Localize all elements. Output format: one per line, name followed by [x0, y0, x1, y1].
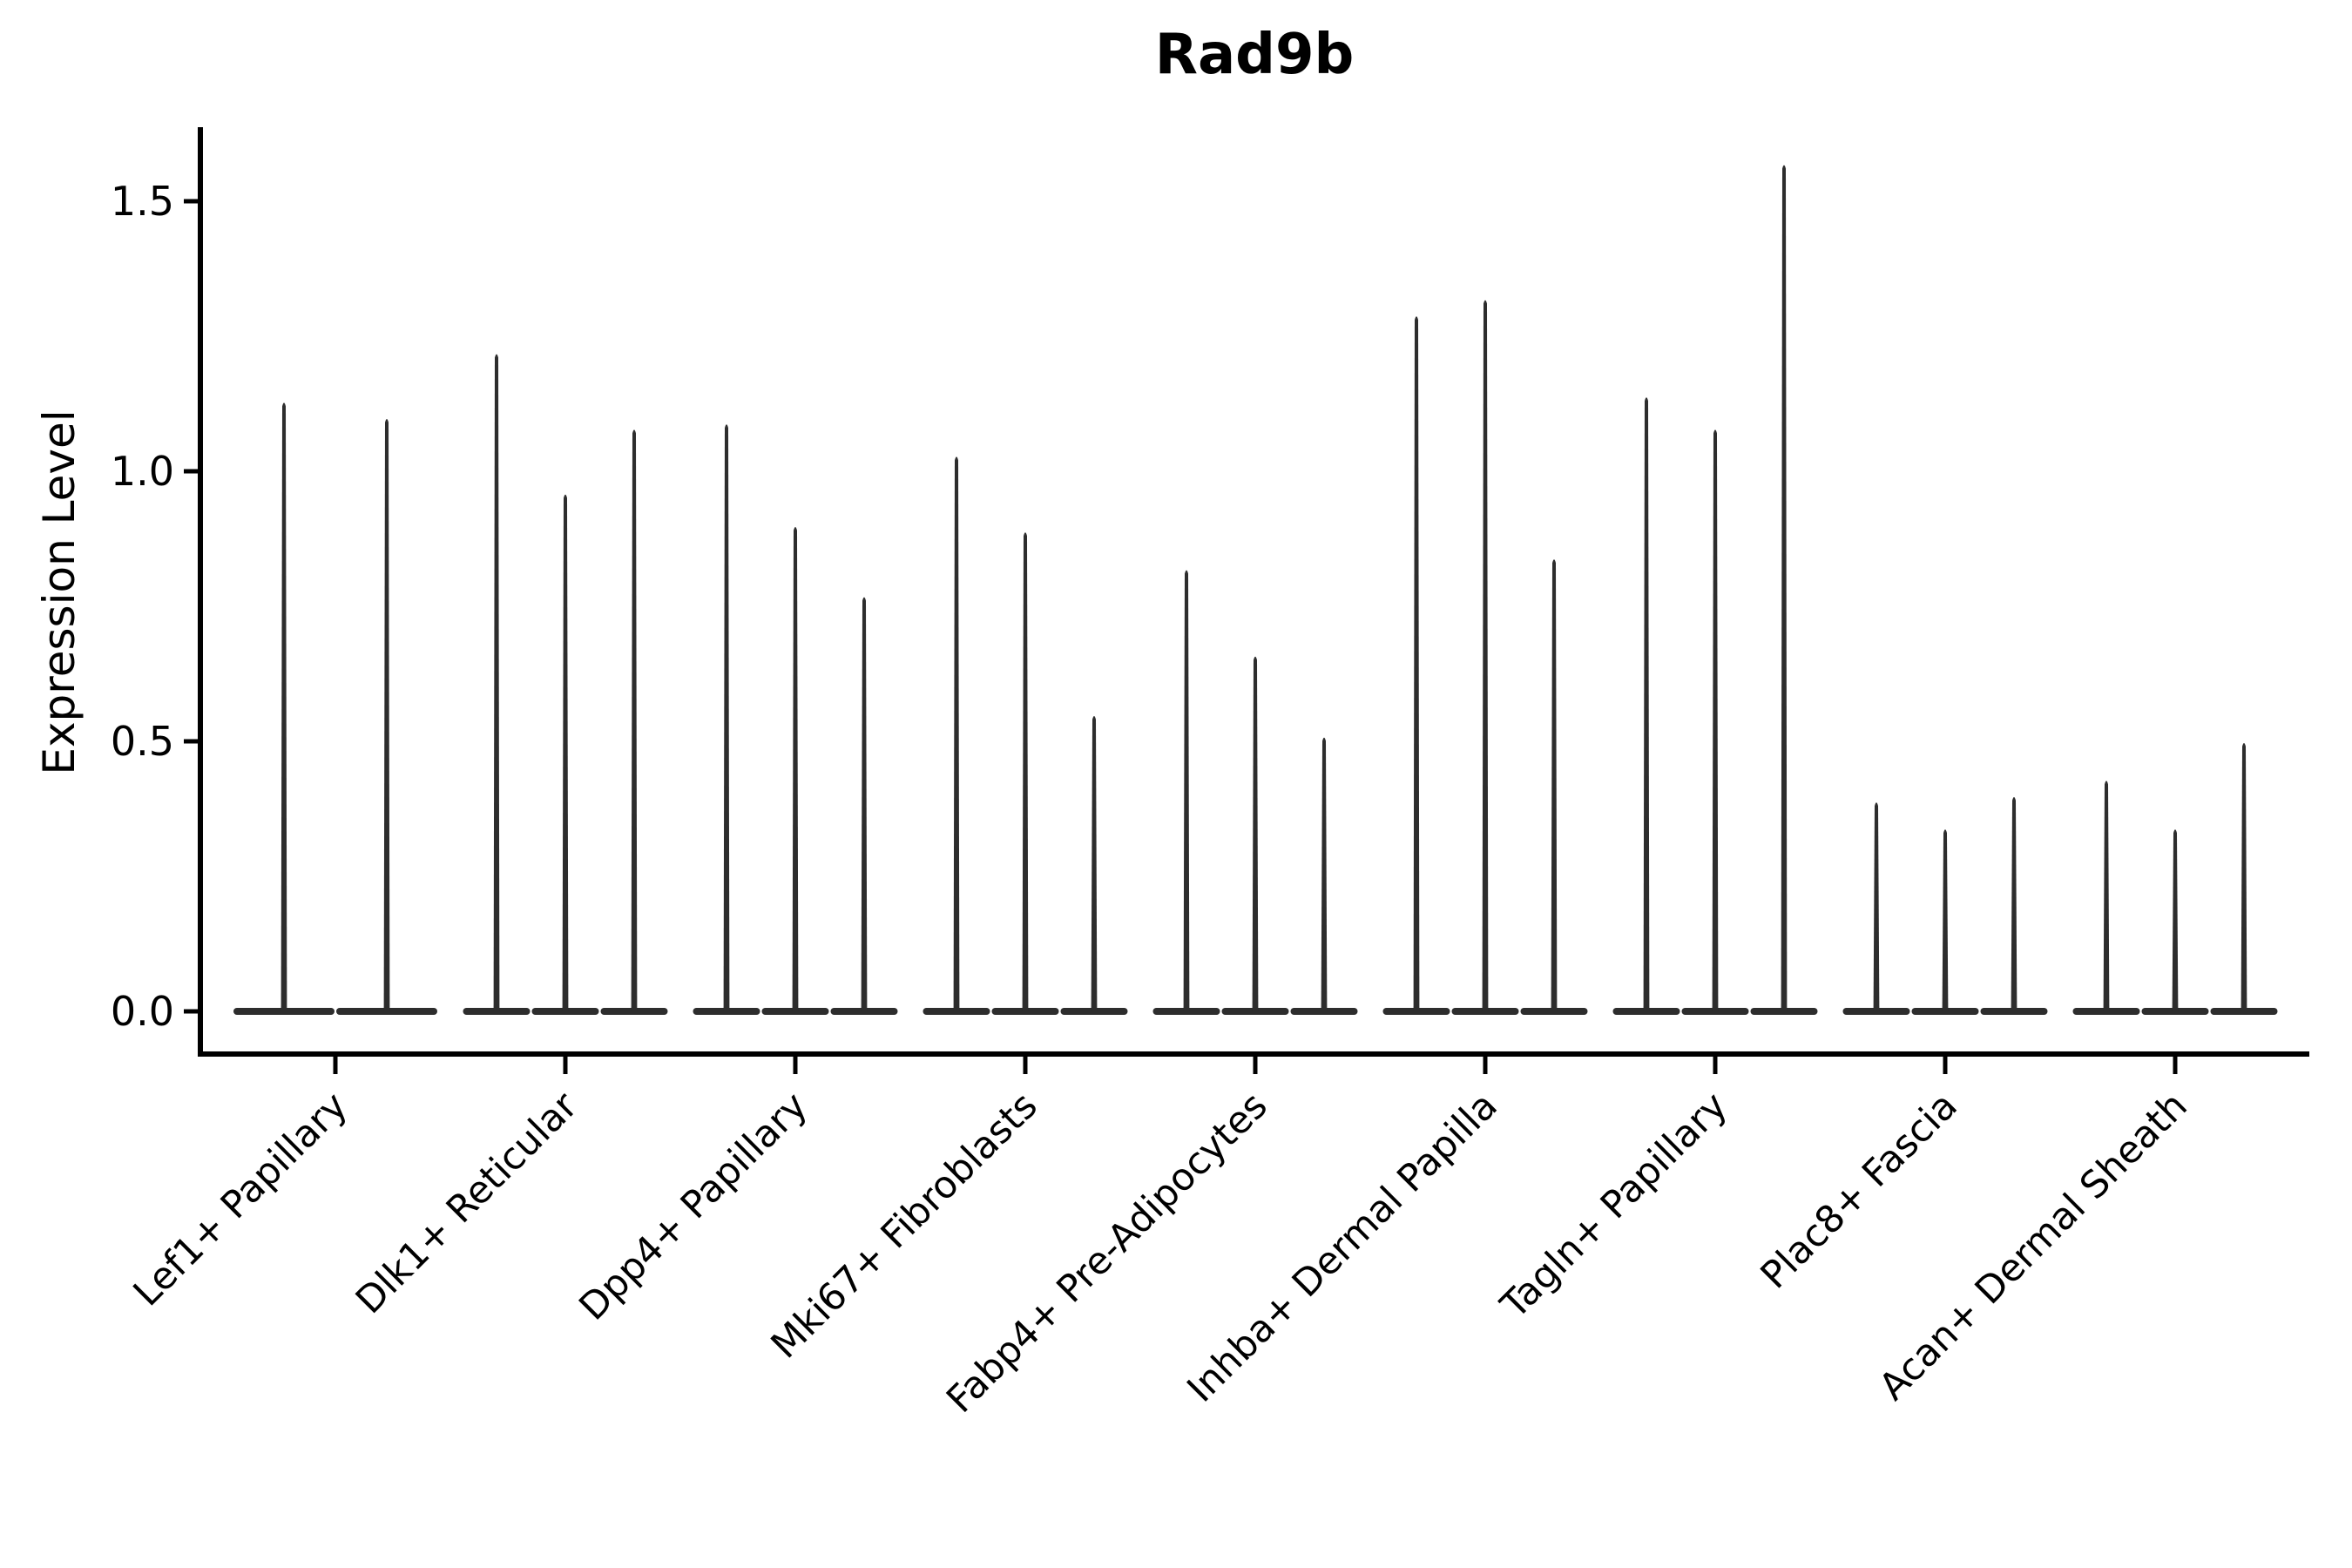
violin-spike: [280, 402, 287, 1011]
violin-spike: [1183, 570, 1190, 1011]
x-tick-label: Dlk1+ Reticular: [348, 1084, 586, 1322]
violin-spike: [792, 527, 799, 1011]
violin-spike: [2240, 743, 2247, 1011]
violin-spike: [1321, 737, 1328, 1011]
violin-spike: [1022, 532, 1029, 1011]
violin-spike: [562, 494, 569, 1011]
violin-spike: [861, 597, 868, 1011]
violin-spike: [1091, 716, 1098, 1011]
violin-spike: [2011, 797, 2017, 1011]
violin-spike: [1252, 656, 1259, 1011]
violin-spike: [1551, 559, 1558, 1011]
x-tick-label: Dpp4+ Papillary: [571, 1084, 816, 1328]
x-tick-label: Lef1+ Papillary: [125, 1084, 356, 1315]
y-tick-label: 0.5: [111, 718, 174, 765]
violin-spike: [383, 419, 390, 1011]
y-tick-label: 0.0: [111, 988, 174, 1035]
violin-spike: [1643, 397, 1650, 1011]
violin-spike: [1413, 316, 1420, 1011]
x-tick-label: Tagln+ Papillary: [1492, 1084, 1736, 1328]
x-tick-label: Plac8+ Fascia: [1753, 1084, 1966, 1297]
violin-spike: [1873, 802, 1880, 1011]
violin-spike: [723, 424, 730, 1011]
y-tick-label: 1.0: [111, 448, 174, 495]
violin-spike: [493, 354, 500, 1012]
violin-spike: [631, 429, 638, 1011]
violin-spike: [2103, 781, 2110, 1011]
chart-title: Rad9b: [1154, 23, 1355, 87]
violin-spike: [1942, 829, 1949, 1011]
violin-spike: [2172, 829, 2179, 1011]
violin-spike: [1781, 165, 1788, 1012]
violin-spike: [1712, 429, 1719, 1011]
violin-spike: [1482, 300, 1489, 1012]
y-tick-label: 1.5: [111, 178, 174, 225]
violin-spike: [953, 456, 960, 1011]
